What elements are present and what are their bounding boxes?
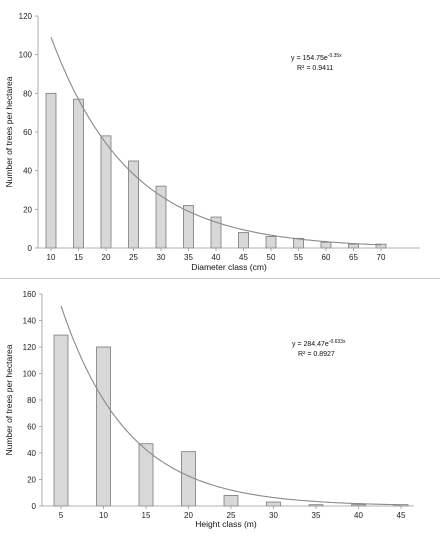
x-tick-label: 60 <box>322 253 331 262</box>
x-tick-label: 25 <box>227 511 236 520</box>
x-tick-label: 20 <box>102 253 111 262</box>
bar-10 <box>45 92 57 249</box>
y-tick-label: 160 <box>23 290 37 299</box>
y-tick-label: 0 <box>28 244 33 253</box>
trendline-curve <box>60 305 401 506</box>
y-tick-label: 120 <box>23 343 37 352</box>
y-tick-label: 40 <box>23 167 32 176</box>
bar-20 <box>181 451 196 507</box>
x-tick-label: 20 <box>184 511 193 520</box>
x-tick-label: 55 <box>294 253 303 262</box>
y-tick-label: 100 <box>19 51 33 60</box>
y-tick-label: 40 <box>27 449 36 458</box>
diameter-chart-panel: 0 20 40 60 80 100 120 10 15 20 25 30 35 40 45 50 55 60 65… <box>0 12 440 279</box>
x-tick-label: 30 <box>157 253 166 262</box>
x-tick-label: 25 <box>129 253 138 262</box>
trend-equation: y = 154.75e-0.35x <box>291 53 342 62</box>
x-tick-label: 65 <box>349 253 358 262</box>
y-tick-label: 80 <box>23 89 32 98</box>
x-tick-label: 40 <box>354 511 363 520</box>
trend-equation: y = 284.47e-0.633x <box>292 339 346 348</box>
x-tick-label: 30 <box>269 511 278 520</box>
y-axis-title: Number of trees per hectarea <box>4 76 14 187</box>
diameter-class-chart: 0 20 40 60 80 100 120 10 15 20 25 30 35 40 45 50 55 60 65… <box>4 12 420 272</box>
x-tick-label: 10 <box>47 253 56 262</box>
x-tick-label: 70 <box>377 253 386 262</box>
y-tick-label: 60 <box>27 423 36 432</box>
bar-25 <box>223 494 239 507</box>
x-axis-title: Diameter class (cm) <box>191 262 267 272</box>
y-axis-title: Number of trees per hectarea <box>4 344 14 455</box>
y-tick-label: 60 <box>23 128 32 137</box>
x-tick-label: 45 <box>239 253 248 262</box>
trendline-curve <box>50 37 382 246</box>
x-tick-label: 15 <box>142 511 151 520</box>
y-tick-label: 20 <box>27 476 36 485</box>
x-tick-label: 35 <box>184 253 193 262</box>
bar-10 <box>96 346 111 507</box>
bar-20 <box>100 135 112 249</box>
y-tick-label: 100 <box>23 370 37 379</box>
x-axis-title: Height class (m) <box>195 519 257 529</box>
bar-65 <box>348 243 359 249</box>
x-tick-label: 50 <box>267 253 276 262</box>
x-tick-label: 40 <box>212 253 221 262</box>
x-tick-label: 5 <box>59 511 64 520</box>
y-tick-label: 20 <box>23 205 32 214</box>
height-chart-panel: 0 20 40 60 80 100 120 140 160 5 10 15 20 25 30 35 40 45 … <box>0 282 440 552</box>
x-tick-label: 10 <box>99 511 108 520</box>
bar-60 <box>320 241 332 249</box>
x-tick-label: 35 <box>312 511 321 520</box>
y-tick-label: 120 <box>19 12 33 21</box>
bar-5 <box>53 334 69 507</box>
y-tick-label: 0 <box>32 502 37 511</box>
trend-r-squared: R² = 0.8927 <box>298 351 335 358</box>
bar-45 <box>238 232 249 249</box>
bar-15 <box>73 98 84 249</box>
y-tick-label: 80 <box>27 396 36 405</box>
y-tick-label: 140 <box>23 317 37 326</box>
trend-r-squared: R² = 0.9411 <box>297 65 333 72</box>
x-tick-label: 45 <box>397 511 406 520</box>
bar-50 <box>265 235 277 249</box>
bar-30 <box>266 501 281 507</box>
x-tick-label: 15 <box>74 253 83 262</box>
